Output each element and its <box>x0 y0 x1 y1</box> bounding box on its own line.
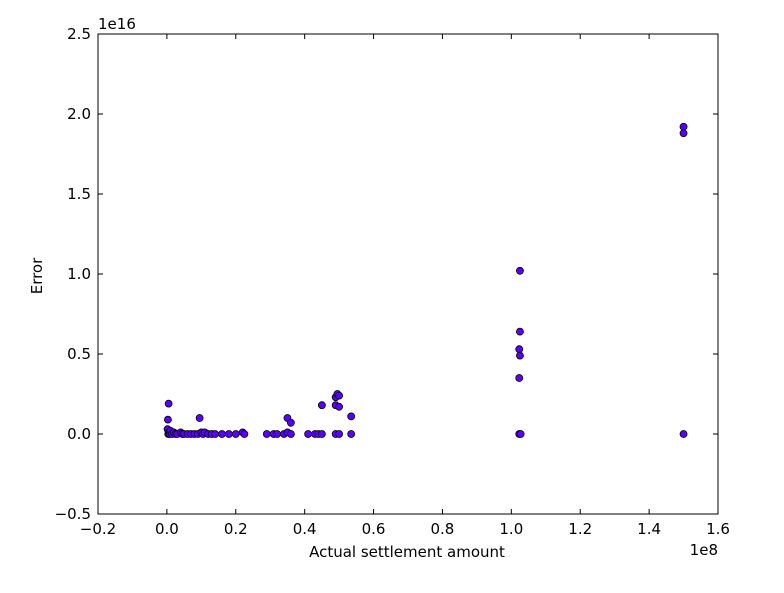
scatter-point <box>335 391 344 400</box>
scatter-point <box>516 430 525 438</box>
scatter-point <box>347 412 356 421</box>
x-axis-ticks: −0.2 0.0 0.2 0.4 0.6 0.8 1.0 1.2 1.4 1.6 <box>80 34 730 538</box>
scatter-point <box>224 430 233 438</box>
x-tick-label: 0.2 <box>224 520 248 538</box>
scatter-point <box>218 430 226 438</box>
y-tick-label: 1.0 <box>67 265 91 283</box>
scatter-point <box>347 430 356 438</box>
scatter-point <box>317 430 326 438</box>
scatter-point <box>164 415 172 424</box>
scatter-point <box>679 430 688 438</box>
scatter-point <box>317 401 326 410</box>
x-axis-label: Actual settlement amount <box>309 543 505 561</box>
x-tick-label: 0.6 <box>362 520 386 538</box>
y-axis-ticks: −0.5 0.0 0.5 1.0 1.5 2.0 2.5 <box>55 25 718 523</box>
x-tick-label: 1.4 <box>637 520 661 538</box>
x-tick-label: 1.2 <box>568 520 592 538</box>
y-axis-label: Error <box>28 257 46 294</box>
scatter-point <box>516 266 524 275</box>
scatter-point <box>286 430 295 438</box>
scatter-points <box>163 122 688 438</box>
scatter-point <box>304 430 313 438</box>
scatter-point <box>516 327 524 336</box>
x-tick-label: −0.2 <box>80 520 116 538</box>
x-tick-label: 1.6 <box>706 520 730 538</box>
scatter-point <box>273 430 282 438</box>
x-tick-label: 1.0 <box>499 520 523 538</box>
scatter-point <box>240 430 249 438</box>
y-tick-label: 0.5 <box>67 345 91 363</box>
x-tick-label: 0.4 <box>293 520 317 538</box>
y-tick-label: −0.5 <box>55 505 91 523</box>
scatter-point <box>286 418 295 427</box>
scatter-point <box>679 129 688 138</box>
plot-frame <box>97 33 719 515</box>
x-axis-offset-label: 1e8 <box>690 541 718 559</box>
y-tick-label: 2.5 <box>67 25 91 43</box>
scatter-point <box>195 414 204 422</box>
y-axis-offset-label: 1e16 <box>98 15 136 33</box>
scatter-point <box>516 351 524 360</box>
scatter-point <box>164 399 173 408</box>
scatter-point <box>679 122 688 131</box>
scatter-point <box>335 402 344 411</box>
y-tick-label: 0.0 <box>67 425 91 443</box>
scatter-point <box>515 374 524 382</box>
scatter-point <box>335 430 344 438</box>
y-tick-label: 1.5 <box>67 185 91 203</box>
scatter-point <box>262 430 271 438</box>
plot-area <box>97 33 719 515</box>
y-tick-label: 2.0 <box>67 105 91 123</box>
scatter-point <box>515 345 524 354</box>
scatter-point <box>211 430 220 438</box>
scatter-point <box>231 430 240 438</box>
x-tick-label: 0.8 <box>431 520 455 538</box>
x-tick-label: 0.0 <box>155 520 179 538</box>
